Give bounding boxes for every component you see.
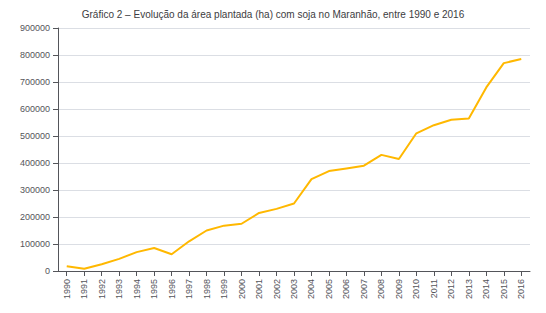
svg-text:Gráfico 2 – Evolução da área p: Gráfico 2 – Evolução da área plantada (h… <box>82 9 465 20</box>
svg-text:600000: 600000 <box>20 104 50 114</box>
svg-text:200000: 200000 <box>20 212 50 222</box>
svg-text:1997: 1997 <box>184 279 194 299</box>
svg-text:1999: 1999 <box>219 279 229 299</box>
svg-text:1995: 1995 <box>149 279 159 299</box>
svg-text:1994: 1994 <box>132 279 142 299</box>
svg-text:2001: 2001 <box>254 279 264 299</box>
svg-text:800000: 800000 <box>20 50 50 60</box>
svg-text:2005: 2005 <box>324 279 334 299</box>
svg-text:1991: 1991 <box>79 279 89 299</box>
svg-text:2003: 2003 <box>289 279 299 299</box>
svg-text:2014: 2014 <box>481 279 491 299</box>
svg-text:2016: 2016 <box>516 279 526 299</box>
svg-text:2009: 2009 <box>394 279 404 299</box>
svg-text:2008: 2008 <box>376 279 386 299</box>
svg-text:2007: 2007 <box>359 279 369 299</box>
svg-text:1996: 1996 <box>167 279 177 299</box>
svg-text:2004: 2004 <box>306 279 316 299</box>
svg-text:1990: 1990 <box>62 279 72 299</box>
svg-text:1992: 1992 <box>97 279 107 299</box>
svg-text:300000: 300000 <box>20 185 50 195</box>
svg-text:700000: 700000 <box>20 77 50 87</box>
svg-text:100000: 100000 <box>20 239 50 249</box>
svg-text:2006: 2006 <box>341 279 351 299</box>
svg-text:2015: 2015 <box>499 279 509 299</box>
svg-text:2010: 2010 <box>411 279 421 299</box>
svg-text:2013: 2013 <box>464 279 474 299</box>
svg-text:2000: 2000 <box>237 279 247 299</box>
svg-text:500000: 500000 <box>20 131 50 141</box>
svg-text:1993: 1993 <box>114 279 124 299</box>
svg-text:2012: 2012 <box>446 279 456 299</box>
svg-text:400000: 400000 <box>20 158 50 168</box>
svg-text:2011: 2011 <box>429 279 439 298</box>
svg-text:0: 0 <box>45 266 50 276</box>
svg-text:2002: 2002 <box>272 279 282 299</box>
svg-text:900000: 900000 <box>20 23 50 33</box>
svg-text:1998: 1998 <box>202 279 212 299</box>
